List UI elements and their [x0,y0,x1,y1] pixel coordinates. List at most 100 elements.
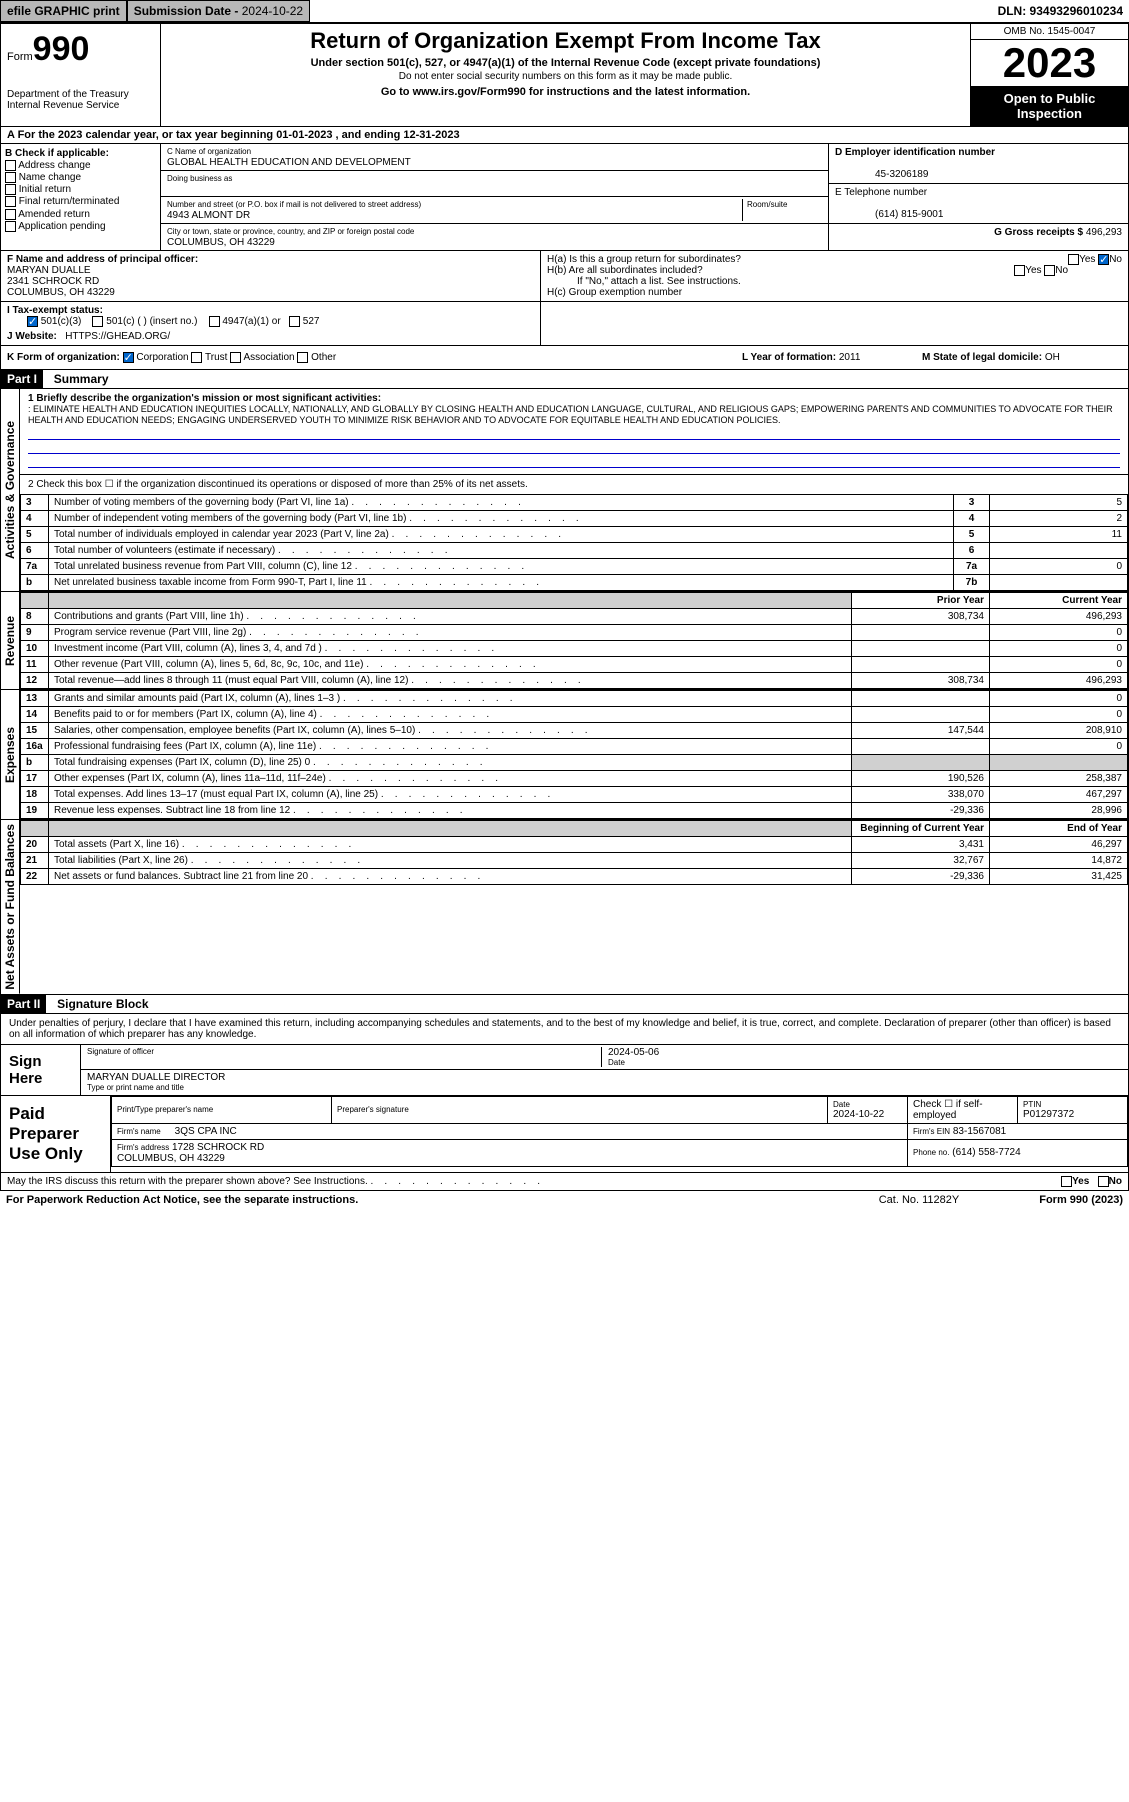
expenses-table: 13Grants and similar amounts paid (Part … [20,690,1128,819]
signer-name: MARYAN DUALLE DIRECTOR [87,1072,225,1083]
chk-app-pending[interactable]: Application pending [5,221,156,232]
city-value: COLUMBUS, OH 43229 [167,237,275,248]
form-header-mid: Return of Organization Exempt From Incom… [161,24,970,126]
form-ref: Form 990 (2023) [1039,1194,1123,1206]
tax-year: 2023 [971,40,1128,86]
dln-value: DLN: 93493296010234 [992,1,1129,21]
chk-name-change[interactable]: Name change [5,172,156,183]
part2-title: Signature Block [57,997,148,1011]
submission-date-btn[interactable]: Submission Date - 2024-10-22 [127,0,310,22]
row-ij: I Tax-exempt status: 501(c)(3) 501(c) ( … [0,302,1129,346]
firm-phone: (614) 558-7724 [952,1147,1020,1158]
section-m: M State of legal domicile: OH [922,352,1122,363]
efile-print-btn[interactable]: efile GRAPHIC print [0,0,127,22]
phone-row: E Telephone number(614) 815-9001 [829,184,1128,224]
mission-block: 1 Briefly describe the organization's mi… [20,389,1128,475]
addr-label: Number and street (or P.O. box if mail i… [167,200,421,209]
addr-value: 4943 ALMONT DR [167,210,250,221]
officer-addr2: COLUMBUS, OH 43229 [7,287,115,298]
row-klm: K Form of organization: Corporation Trus… [0,346,1129,370]
section-l: L Year of formation: 2011 [742,352,922,363]
section-b: B Check if applicable: Address change Na… [1,144,161,250]
phone-value: (614) 815-9001 [875,209,943,220]
ptin-value: P01297372 [1023,1109,1074,1120]
section-h: H(a) Is this a group return for subordin… [541,251,1128,301]
discuss-row: May the IRS discuss this return with the… [0,1173,1129,1191]
part1-netassets: Net Assets or Fund Balances Beginning of… [0,820,1129,995]
ha-row: H(a) Is this a group return for subordin… [547,254,1122,265]
addr-row: Number and street (or P.O. box if mail i… [161,197,828,224]
sign-here-row: Sign Here Signature of officer2024-05-06… [1,1044,1128,1095]
section-c: C Name of organization GLOBAL HEALTH EDU… [161,144,828,250]
section-h-cont [541,302,1128,345]
chk-initial-return[interactable]: Initial return [5,184,156,195]
line2: 2 Check this box ☐ if the organization d… [20,475,1128,494]
dba-row: Doing business as [161,171,828,197]
mission-text: : ELIMINATE HEALTH AND EDUCATION INEQUIT… [28,404,1113,425]
part1-header: Part I [1,370,43,388]
vert-expenses: Expenses [1,690,20,819]
org-name-label: C Name of organization [167,147,251,156]
part1-title: Summary [54,372,109,386]
line1-label: 1 Briefly describe the organization's mi… [28,393,381,404]
cat-no: Cat. No. 11282Y [879,1194,960,1206]
dept-label: Department of the Treasury Internal Reve… [7,89,154,111]
paperwork-row: For Paperwork Reduction Act Notice, see … [0,1191,1129,1209]
officer-addr1: 2341 SCHROCK RD [7,276,99,287]
perjury-text: Under penalties of perjury, I declare th… [1,1014,1128,1044]
hb-note: If "No," attach a list. See instructions… [547,276,1122,287]
gross-row: G Gross receipts $ 496,293 [829,224,1128,241]
chk-final-return[interactable]: Final return/terminated [5,196,156,207]
omb-number: OMB No. 1545-0047 [971,24,1128,40]
open-public-badge: Open to Public Inspection [971,86,1128,126]
netassets-table: Beginning of Current YearEnd of Year20To… [20,820,1128,885]
city-row: City or town, state or province, country… [161,224,828,250]
chk-amended-return[interactable]: Amended return [5,209,156,220]
signature-section: Under penalties of perjury, I declare th… [0,1014,1129,1173]
firm-name: 3QS CPA INC [175,1126,237,1137]
vert-governance: Activities & Governance [1,389,20,591]
form-header-right: OMB No. 1545-0047 2023 Open to Public In… [970,24,1128,126]
part1-governance: Activities & Governance 1 Briefly descri… [0,389,1129,592]
form-title: Return of Organization Exempt From Incom… [165,28,966,54]
dba-label: Doing business as [167,174,232,183]
governance-table: 3Number of voting members of the governi… [20,494,1128,591]
form-link[interactable]: Go to www.irs.gov/Form990 for instructio… [165,86,966,98]
city-label: City or town, state or province, country… [167,227,414,236]
sign-here-label: Sign Here [1,1045,81,1095]
firm-ein: 83-1567081 [953,1126,1006,1137]
identification-block: B Check if applicable: Address change Na… [0,144,1129,251]
paid-label: Paid Preparer Use Only [1,1096,111,1172]
form-990-label: Form990 [7,30,154,69]
sub-date-value: 2024-10-22 [242,4,303,18]
hb-row: H(b) Are all subordinates included? Yes … [547,265,1122,276]
header-bar: efile GRAPHIC print Submission Date - 20… [0,0,1129,23]
section-f: F Name and address of principal officer:… [1,251,541,301]
website-url[interactable]: HTTPS://GHEAD.ORG/ [65,331,170,342]
ein-value: 45-3206189 [875,169,928,180]
room-label: Room/suite [747,200,787,209]
section-i: I Tax-exempt status: 501(c)(3) 501(c) ( … [1,302,541,345]
org-name-row: C Name of organization GLOBAL HEALTH EDU… [161,144,828,171]
period-row: A For the 2023 calendar year, or tax yea… [0,127,1129,144]
ein-row: D Employer identification number45-32061… [829,144,1128,184]
vert-netassets: Net Assets or Fund Balances [1,820,20,994]
part2-header: Part II [1,995,46,1013]
form-subtitle-1: Under section 501(c), 527, or 4947(a)(1)… [165,57,966,69]
form-subtitle-2: Do not enter social security numbers on … [165,71,966,82]
sign-fields: Signature of officer2024-05-06Date MARYA… [81,1045,1128,1095]
part1-expenses: Expenses 13Grants and similar amounts pa… [0,690,1129,820]
section-k: K Form of organization: Corporation Trus… [7,352,742,363]
paid-preparer-row: Paid Preparer Use Only Print/Type prepar… [1,1095,1128,1172]
section-d-e-g: D Employer identification number45-32061… [828,144,1128,250]
chk-address-change[interactable]: Address change [5,160,156,171]
vert-revenue: Revenue [1,592,20,689]
paid-fields: Print/Type preparer's name Preparer's si… [111,1096,1128,1172]
org-name: GLOBAL HEALTH EDUCATION AND DEVELOPMENT [167,157,411,168]
officer-name: MARYAN DUALLE [7,265,91,276]
gross-value: 496,293 [1086,227,1122,238]
form-header-left: Form990 Department of the Treasury Inter… [1,24,161,126]
part1-revenue: Revenue Prior YearCurrent Year8Contribut… [0,592,1129,690]
hc-row: H(c) Group exemption number [547,287,1122,298]
row-fh: F Name and address of principal officer:… [0,251,1129,302]
